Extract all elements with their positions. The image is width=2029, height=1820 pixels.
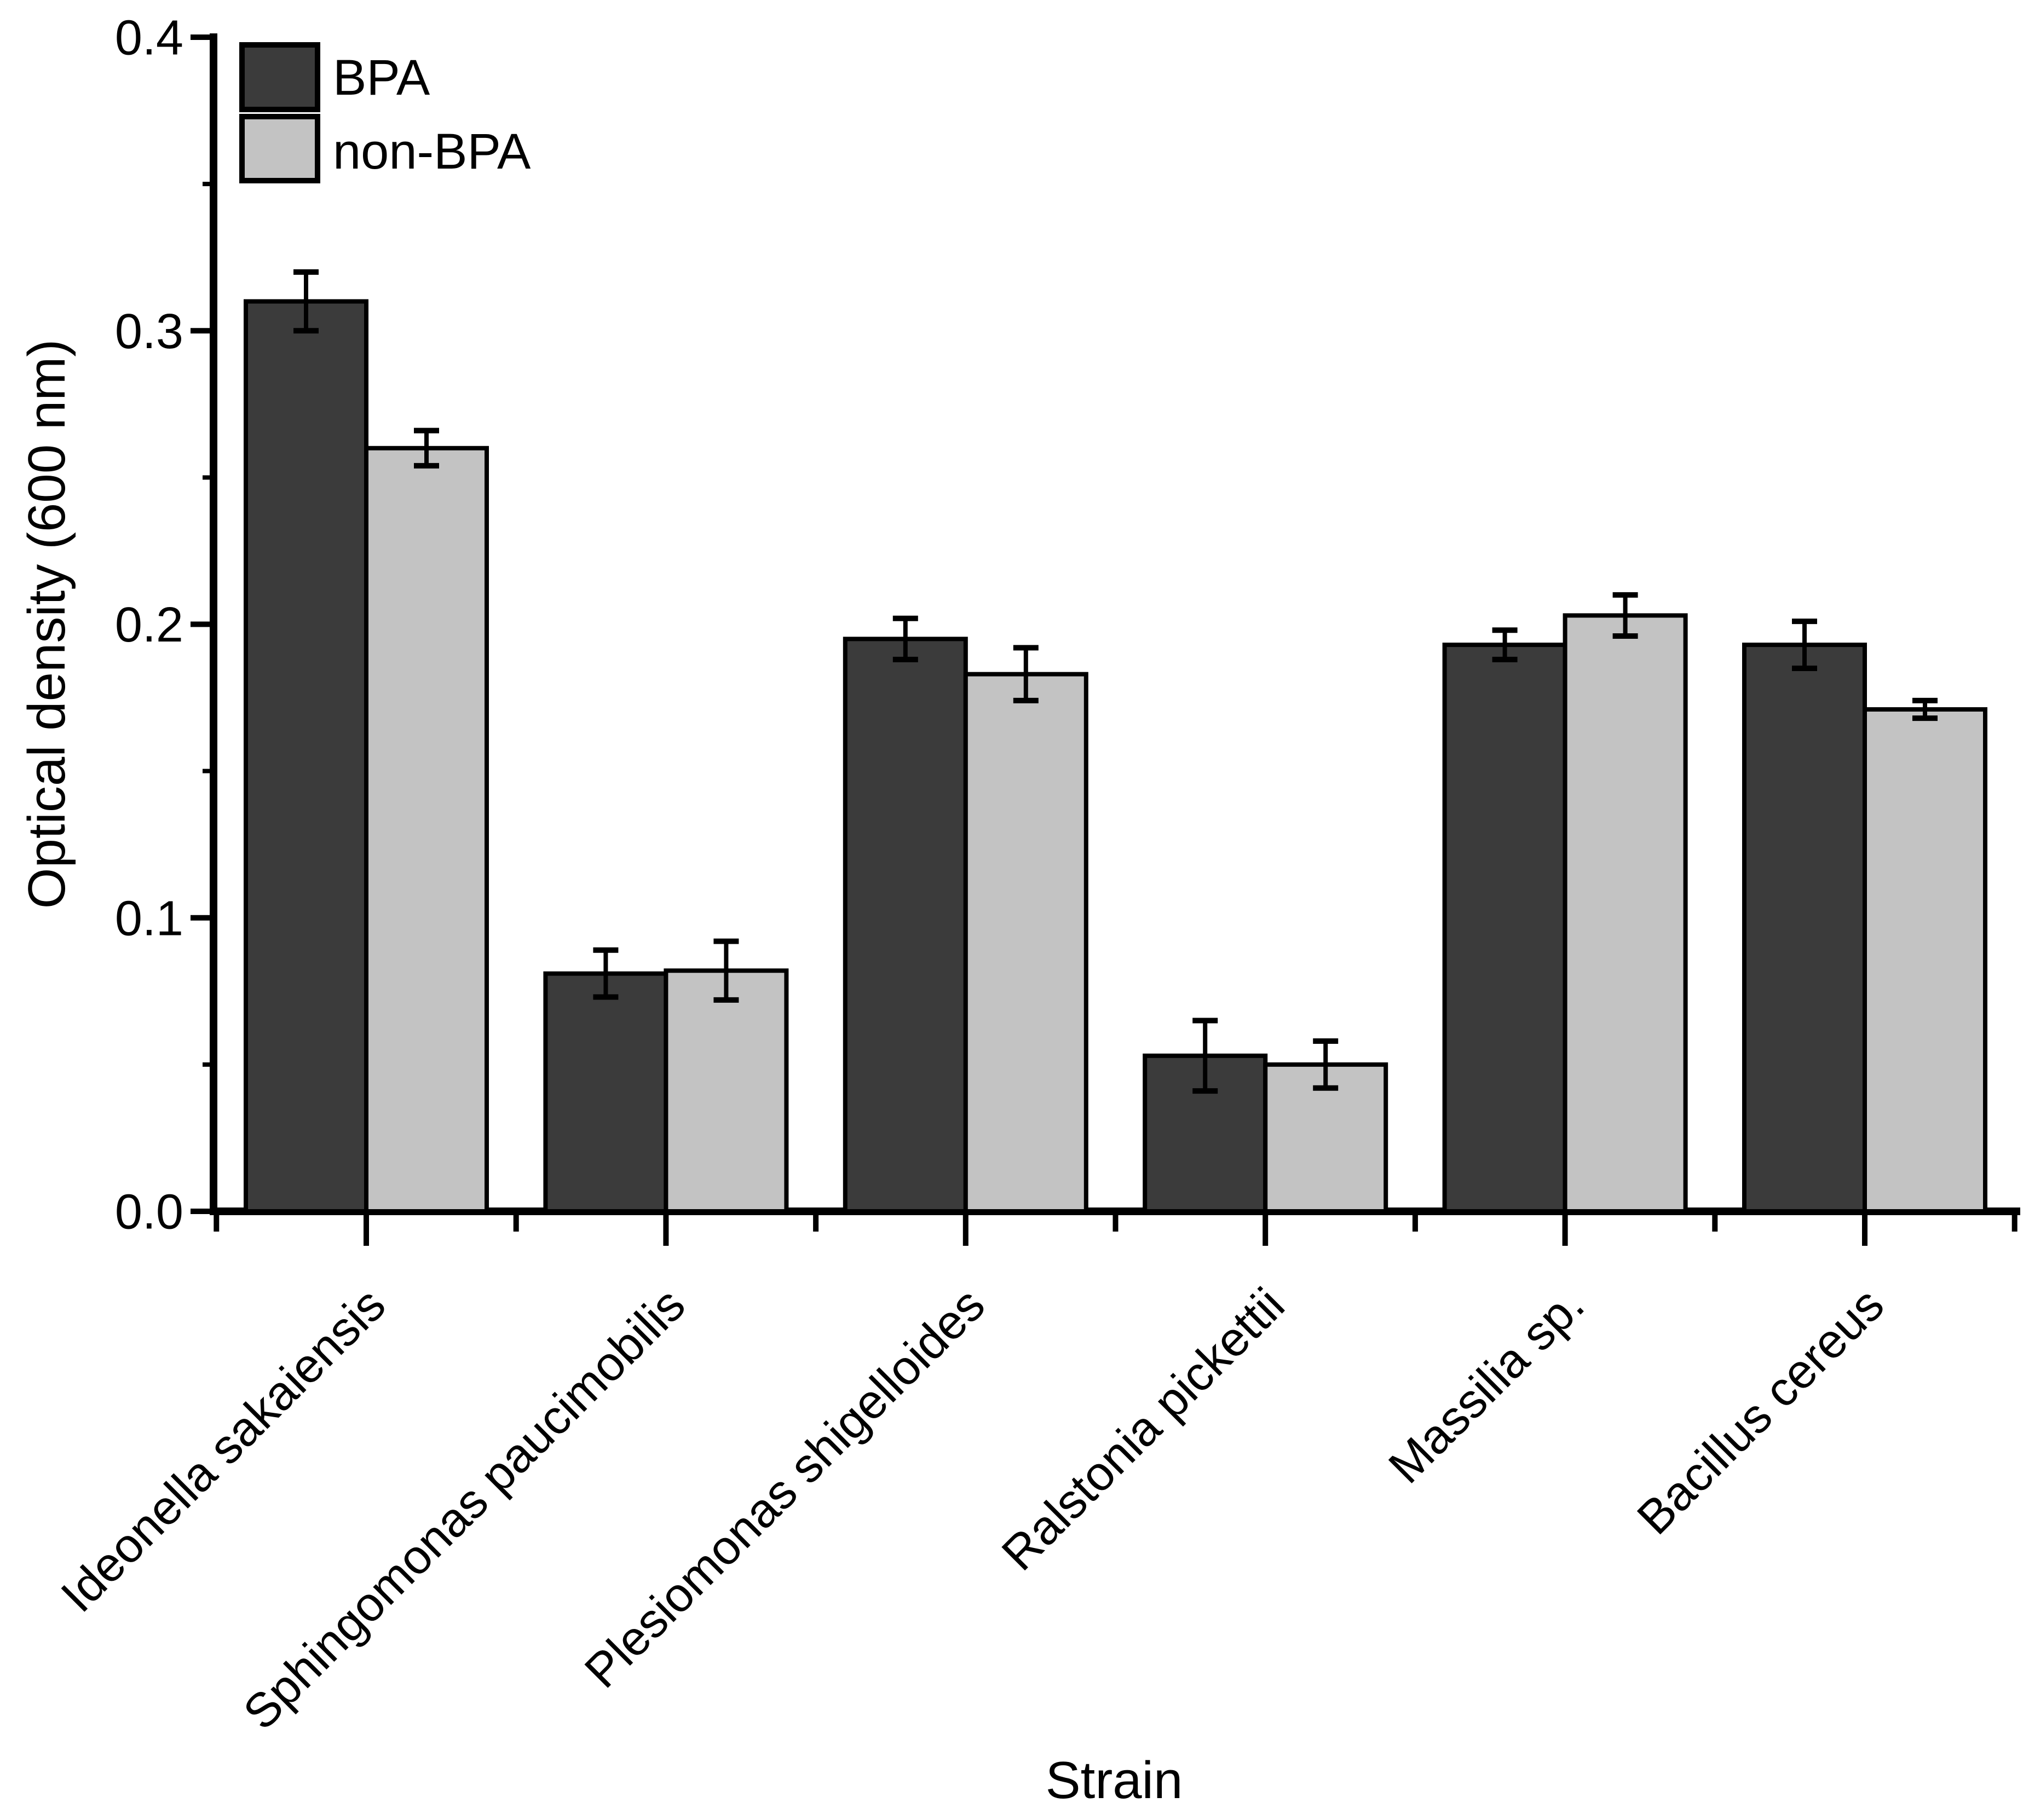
x-category-label: Massilia sp. [1378,1277,1594,1493]
bar-bpa-5 [1742,643,1867,1214]
x-category-label: Bacillus cereus [1627,1277,1894,1544]
x-axis-title: Strain [1046,1751,1183,1810]
x-category-label: Ideonella sakaiensis [50,1277,395,1622]
legend-swatch-non-bpa [239,114,320,183]
y-tick-label: 0.0 [115,1185,183,1240]
legend-label-bpa: BPA [333,50,430,106]
bar-bpa-0 [244,299,368,1214]
bar-bpa-4 [1442,643,1567,1214]
bar-bpa-1 [543,971,668,1214]
legend-swatch-bpa [239,42,320,112]
y-tick-label: 0.3 [115,304,183,359]
bar-non-bpa-0 [364,446,489,1214]
bar-non-bpa-1 [664,968,789,1214]
y-tick-label: 0.2 [115,598,183,652]
legend: BPA non-BPA [239,42,531,183]
bar-non-bpa-2 [963,672,1088,1214]
y-tick-label: 0.1 [115,891,183,946]
y-axis-title: Optical density (600 nm) [18,339,76,909]
bar-bpa-2 [843,637,968,1214]
legend-label-non-bpa: non-BPA [333,124,531,180]
y-tick-label: 0.4 [115,11,183,66]
bar-non-bpa-5 [1863,707,1987,1214]
x-category-label: Ralstonia pickettii [991,1277,1294,1580]
bar-non-bpa-4 [1563,613,1688,1214]
